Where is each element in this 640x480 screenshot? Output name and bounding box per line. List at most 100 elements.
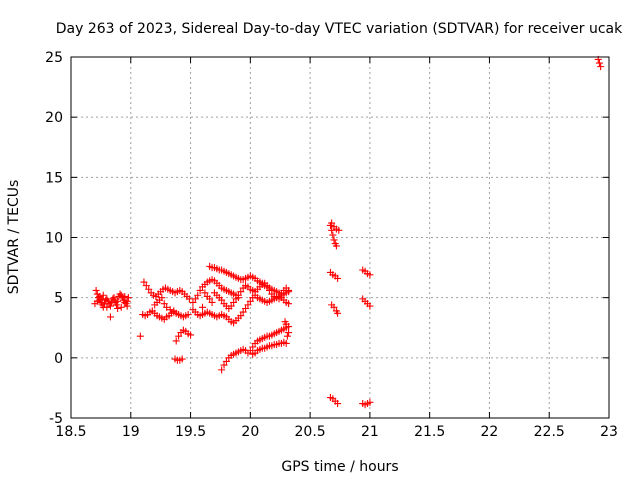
data-point: [281, 318, 289, 326]
data-point: [178, 355, 186, 363]
data-point: [239, 308, 247, 316]
data-point: [136, 332, 144, 340]
y-tick-label: 25: [45, 50, 63, 66]
data-point: [222, 357, 230, 365]
data-point: [116, 290, 124, 298]
data-point: [366, 271, 374, 279]
data-point: [249, 343, 257, 351]
data-point: [285, 286, 293, 294]
data-point: [597, 63, 605, 71]
data-point: [332, 242, 340, 250]
data-point: [237, 288, 245, 296]
y-tick-label: 5: [54, 291, 63, 307]
data-point: [184, 311, 192, 319]
data-point: [265, 286, 273, 294]
data-point: [330, 303, 338, 311]
x-tick-label: 19: [122, 424, 140, 440]
data-point: [220, 361, 228, 369]
data-point: [218, 366, 226, 374]
data-point: [242, 304, 250, 312]
data-point: [234, 291, 242, 299]
data-point: [595, 59, 603, 67]
data-point: [98, 295, 106, 303]
data-point: [237, 312, 245, 320]
axis-ticks: [70, 56, 610, 419]
data-point: [334, 400, 342, 408]
y-tick-label: 15: [45, 170, 63, 186]
data-point: [285, 329, 293, 337]
data-point: [109, 295, 117, 303]
data-point: [123, 302, 131, 310]
data-point: [114, 304, 122, 312]
x-tick-label: 21.5: [414, 424, 445, 440]
data-point: [99, 291, 107, 299]
data-point: [244, 301, 252, 309]
data-point: [92, 286, 100, 294]
data-point: [328, 219, 336, 227]
data-point: [206, 295, 214, 303]
data-point: [201, 289, 209, 297]
data-point: [170, 307, 178, 315]
data-point: [140, 278, 148, 286]
x-tick-label: 22.5: [534, 424, 565, 440]
x-tick-label: 18.5: [55, 424, 86, 440]
x-tick-label: 20: [241, 424, 259, 440]
data-point: [208, 298, 216, 306]
y-tick-label: 20: [45, 110, 63, 126]
x-tick-label: 19.5: [175, 424, 206, 440]
data-point: [166, 306, 174, 314]
data-point: [232, 295, 240, 303]
data-point: [225, 304, 233, 312]
y-axis-label: SDTVAR / TECUs: [6, 180, 22, 295]
data-point: [103, 303, 111, 311]
data-point: [199, 303, 207, 311]
data-point: [158, 294, 166, 302]
y-tick-label: 0: [54, 351, 63, 367]
data-point: [189, 298, 197, 306]
data-point: [366, 398, 374, 406]
data-point: [194, 291, 202, 299]
data-point: [112, 301, 120, 309]
data-point: [145, 285, 153, 293]
data-point: [366, 302, 374, 310]
data-point: [185, 295, 193, 303]
plot-frame: [70, 56, 610, 419]
data-point: [230, 298, 238, 306]
y-tick-label: 10: [45, 231, 63, 247]
x-axis-label: GPS time / hours: [281, 459, 398, 475]
y-tick-labels: -5 0 5 10 15 20 25: [45, 50, 63, 427]
x-tick-labels: 18.5 19 19.5 20 20.5 21 21.5 22 22.5 23: [55, 424, 618, 440]
data-point: [334, 274, 342, 282]
data-point: [160, 300, 168, 308]
data-point: [117, 303, 125, 311]
data-point: [282, 339, 290, 347]
data-point: [175, 332, 183, 340]
grid-lines: [71, 57, 609, 418]
data-point: [172, 337, 180, 345]
data-point: [329, 231, 337, 239]
data-point: [330, 236, 338, 244]
data-point: [91, 300, 99, 308]
data-point: [277, 291, 285, 299]
data-point: [142, 282, 150, 290]
data-point: [263, 282, 271, 290]
data-point: [106, 302, 114, 310]
data-point: [196, 286, 204, 294]
chart-title: Day 263 of 2023, Sidereal Day-to-day VTE…: [56, 21, 623, 37]
data-point: [191, 295, 199, 303]
data-point: [114, 297, 122, 305]
data-point: [275, 295, 283, 303]
x-tick-label: 20.5: [295, 424, 326, 440]
x-tick-label: 21: [361, 424, 379, 440]
data-point: [246, 347, 254, 355]
data-point: [328, 226, 336, 234]
data-point: [283, 332, 291, 340]
data-point: [110, 294, 118, 302]
data-points: [91, 55, 605, 409]
x-tick-label: 22: [481, 424, 499, 440]
data-point: [121, 292, 129, 300]
data-point: [246, 297, 254, 305]
data-point: [163, 303, 171, 311]
y-tick-label: -5: [49, 411, 63, 427]
